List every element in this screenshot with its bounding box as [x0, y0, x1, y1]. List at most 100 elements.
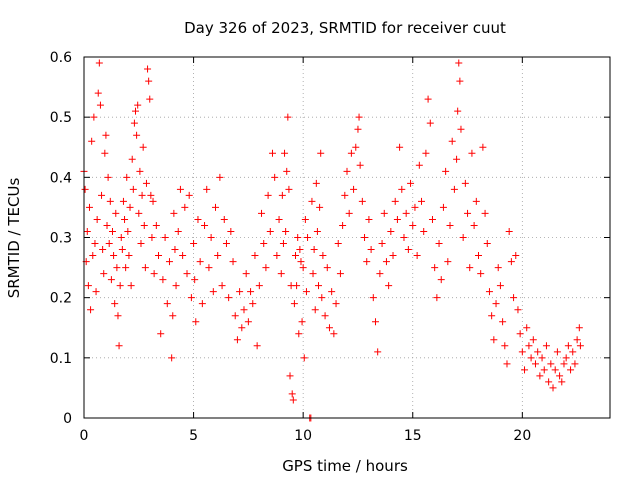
data-point: [145, 77, 153, 85]
data-point: [455, 59, 463, 67]
data-point: [313, 227, 321, 235]
data-point: [231, 312, 239, 320]
data-point: [87, 306, 95, 314]
data-point: [121, 215, 129, 223]
data-point: [83, 227, 91, 235]
data-point: [295, 330, 303, 338]
data-point: [310, 246, 318, 254]
data-point: [129, 185, 137, 193]
x-tick-label: 5: [189, 428, 198, 444]
data-point: [286, 372, 294, 380]
data-point: [356, 161, 364, 169]
data-point: [534, 348, 542, 356]
data-point: [133, 131, 141, 139]
data-point: [134, 101, 142, 109]
data-point: [334, 240, 342, 248]
data-point: [136, 167, 144, 175]
data-point: [355, 113, 363, 121]
y-tick-label: 0: [63, 411, 72, 427]
data-point: [90, 113, 98, 121]
data-point: [389, 252, 397, 260]
data-point: [112, 209, 120, 217]
data-point: [518, 348, 526, 356]
data-point: [374, 348, 382, 356]
data-point: [273, 252, 281, 260]
data-point: [108, 227, 116, 235]
data-point: [196, 258, 204, 266]
data-point: [220, 215, 228, 223]
y-tick-label: 0.5: [50, 110, 72, 126]
data-point: [147, 191, 155, 199]
data-point: [428, 215, 436, 223]
data-point: [170, 209, 178, 217]
data-point: [490, 336, 498, 344]
data-point: [444, 258, 452, 266]
data-point: [562, 354, 570, 362]
data-point: [437, 276, 445, 284]
data-point: [194, 215, 202, 223]
data-point: [422, 149, 430, 157]
y-tick-label: 0.3: [50, 231, 72, 247]
data-point: [507, 258, 515, 266]
data-point: [472, 197, 480, 205]
data-point: [119, 197, 127, 205]
data-point: [316, 203, 324, 211]
data-point: [442, 167, 450, 175]
data-point: [556, 372, 564, 380]
data-point: [404, 246, 412, 254]
data-point: [214, 252, 222, 260]
data-point: [426, 119, 434, 127]
data-point: [454, 107, 462, 115]
data-point: [225, 294, 233, 302]
data-point: [99, 246, 107, 254]
data-point: [116, 282, 124, 290]
data-point: [238, 324, 246, 332]
data-point: [187, 294, 195, 302]
data-point: [341, 191, 349, 199]
data-point: [191, 276, 199, 284]
data-point: [85, 203, 93, 211]
data-point: [312, 179, 320, 187]
data-point: [229, 258, 237, 266]
data-point: [479, 143, 487, 151]
data-point: [127, 282, 135, 290]
data-point: [281, 149, 289, 157]
data-point: [138, 191, 146, 199]
data-point: [103, 221, 111, 229]
data-point: [192, 318, 200, 326]
data-point: [378, 240, 386, 248]
data-point: [354, 125, 362, 133]
data-point: [461, 179, 469, 187]
data-point: [431, 264, 439, 272]
data-point: [144, 65, 152, 73]
data-point: [382, 258, 390, 266]
data-point: [470, 221, 478, 229]
data-point: [258, 209, 266, 217]
data-point: [205, 264, 213, 272]
data-point: [283, 167, 291, 175]
data-point: [291, 252, 299, 260]
data-point: [369, 294, 377, 302]
axis-ticks: [83, 56, 610, 419]
data-point: [293, 282, 301, 290]
data-point: [169, 312, 177, 320]
data-point: [413, 252, 421, 260]
data-point: [207, 234, 215, 241]
data-point: [148, 234, 156, 241]
y-tick-label: 0.6: [50, 50, 72, 66]
data-point: [332, 300, 340, 308]
x-tick-label: 20: [513, 428, 531, 444]
data-point: [142, 179, 150, 187]
data-point: [122, 264, 130, 272]
data-point: [542, 342, 550, 350]
data-point: [288, 390, 296, 398]
data-point: [135, 209, 143, 217]
data-point: [371, 318, 379, 326]
data-point: [503, 360, 511, 368]
data-point: [308, 197, 316, 205]
data-point: [190, 240, 198, 248]
data-point: [222, 240, 230, 248]
data-point: [240, 306, 248, 314]
data-point: [319, 252, 327, 260]
data-point: [284, 113, 292, 121]
